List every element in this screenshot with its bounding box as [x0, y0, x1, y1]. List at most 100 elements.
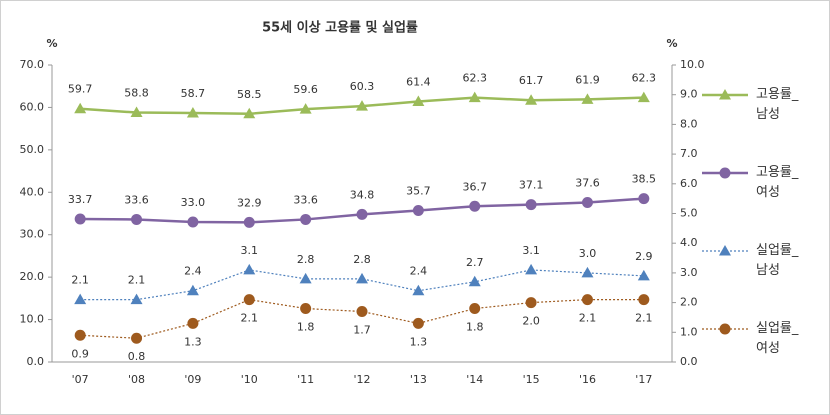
point [130, 106, 143, 118]
point [412, 317, 424, 329]
legend-entry: 고용률_남성 [756, 87, 799, 122]
x-tick-label: '11 [297, 373, 314, 386]
data-label: 61.9 [575, 73, 600, 86]
y-tick-label: 40.0 [20, 185, 45, 198]
data-label: 2.8 [353, 253, 371, 266]
data-label: 2.9 [635, 250, 653, 263]
data-label: 33.0 [181, 196, 206, 209]
point [300, 213, 312, 225]
x-tick-label: '10 [241, 373, 258, 386]
point [412, 95, 425, 106]
point [525, 199, 537, 211]
legend-entry: 실업률_여성 [756, 321, 799, 356]
point [356, 272, 368, 284]
point [468, 275, 481, 287]
data-label: 38.5 [632, 173, 657, 186]
point [525, 263, 538, 275]
x-tick-label: '09 [184, 373, 201, 386]
data-label: 58.8 [124, 87, 149, 100]
y2-tick-label: 2.0 [680, 296, 698, 309]
data-label: 3.0 [579, 247, 597, 260]
y-tick-label: 50.0 [20, 143, 45, 156]
point [243, 263, 256, 275]
data-label: 58.7 [181, 87, 206, 100]
point [187, 317, 199, 329]
point [637, 269, 650, 281]
point [299, 272, 312, 284]
y2-tick-label: 7.0 [680, 147, 698, 160]
data-label: 1.8 [466, 321, 484, 334]
data-label: 0.8 [128, 350, 146, 363]
data-label: 34.8 [350, 188, 375, 201]
y-axis-label: % [46, 37, 57, 50]
point [186, 106, 199, 118]
data-label: 2.4 [184, 265, 202, 278]
data-label: 3.1 [522, 244, 540, 257]
y2-tick-label: 6.0 [680, 177, 698, 190]
data-label: 62.3 [632, 72, 657, 85]
y2-tick-label: 0.0 [680, 355, 698, 368]
x-tick-label: '08 [128, 373, 145, 386]
x-tick-label: '16 [579, 373, 596, 386]
data-label: 2.1 [579, 312, 597, 325]
legend-entry: 실업률_남성 [756, 243, 799, 278]
data-label: 60.3 [350, 80, 375, 93]
data-label: 1.3 [184, 335, 202, 348]
point [525, 297, 537, 309]
x-tick-label: '17 [635, 373, 652, 386]
point [719, 323, 731, 335]
data-label: 59.7 [68, 83, 93, 96]
data-label: 2.1 [635, 312, 653, 325]
point [356, 306, 368, 318]
point [581, 93, 594, 104]
point [300, 303, 312, 315]
point [131, 332, 143, 344]
data-label: 0.9 [71, 347, 89, 360]
data-label: 3.1 [241, 244, 259, 257]
data-label: 36.7 [462, 180, 487, 193]
point [469, 200, 481, 212]
data-label: 2.0 [522, 315, 540, 328]
y2-tick-label: 10.0 [680, 58, 705, 71]
x-tick-label: '12 [353, 373, 370, 386]
data-label: 33.7 [68, 193, 93, 206]
y2-axis-label: % [666, 37, 677, 50]
point [243, 216, 255, 228]
x-tick-label: '07 [72, 373, 89, 386]
point [186, 284, 199, 296]
y-tick-label: 60.0 [20, 100, 45, 113]
point [187, 216, 199, 228]
point [581, 266, 594, 278]
point [243, 294, 255, 306]
y2-tick-label: 5.0 [680, 207, 698, 220]
point [719, 245, 731, 256]
point [581, 196, 593, 208]
point [638, 193, 650, 205]
point [130, 293, 143, 305]
y-tick-label: 10.0 [20, 313, 45, 326]
point [412, 205, 424, 217]
y-tick-label: 70.0 [20, 58, 45, 71]
y-tick-label: 0.0 [27, 355, 45, 368]
data-label: 2.4 [410, 265, 428, 278]
data-label: 1.7 [353, 324, 371, 337]
data-label: 2.7 [466, 256, 484, 269]
chart-title: 55세 이상 고용률 및 실업률 [262, 20, 418, 36]
y-tick-label: 30.0 [20, 228, 45, 241]
point [356, 100, 368, 111]
point [74, 293, 87, 305]
point [637, 91, 650, 103]
y2-tick-label: 1.0 [680, 325, 698, 338]
data-label: 58.5 [237, 88, 262, 101]
point [412, 284, 425, 296]
x-tick-label: '15 [523, 373, 540, 386]
y-tick-label: 20.0 [20, 270, 45, 283]
data-label: 61.7 [519, 74, 544, 87]
point [719, 89, 731, 100]
point [74, 329, 86, 341]
data-label: 2.1 [128, 274, 146, 287]
data-label: 62.3 [462, 72, 487, 85]
point [74, 102, 87, 114]
y2-tick-label: 9.0 [680, 88, 698, 101]
